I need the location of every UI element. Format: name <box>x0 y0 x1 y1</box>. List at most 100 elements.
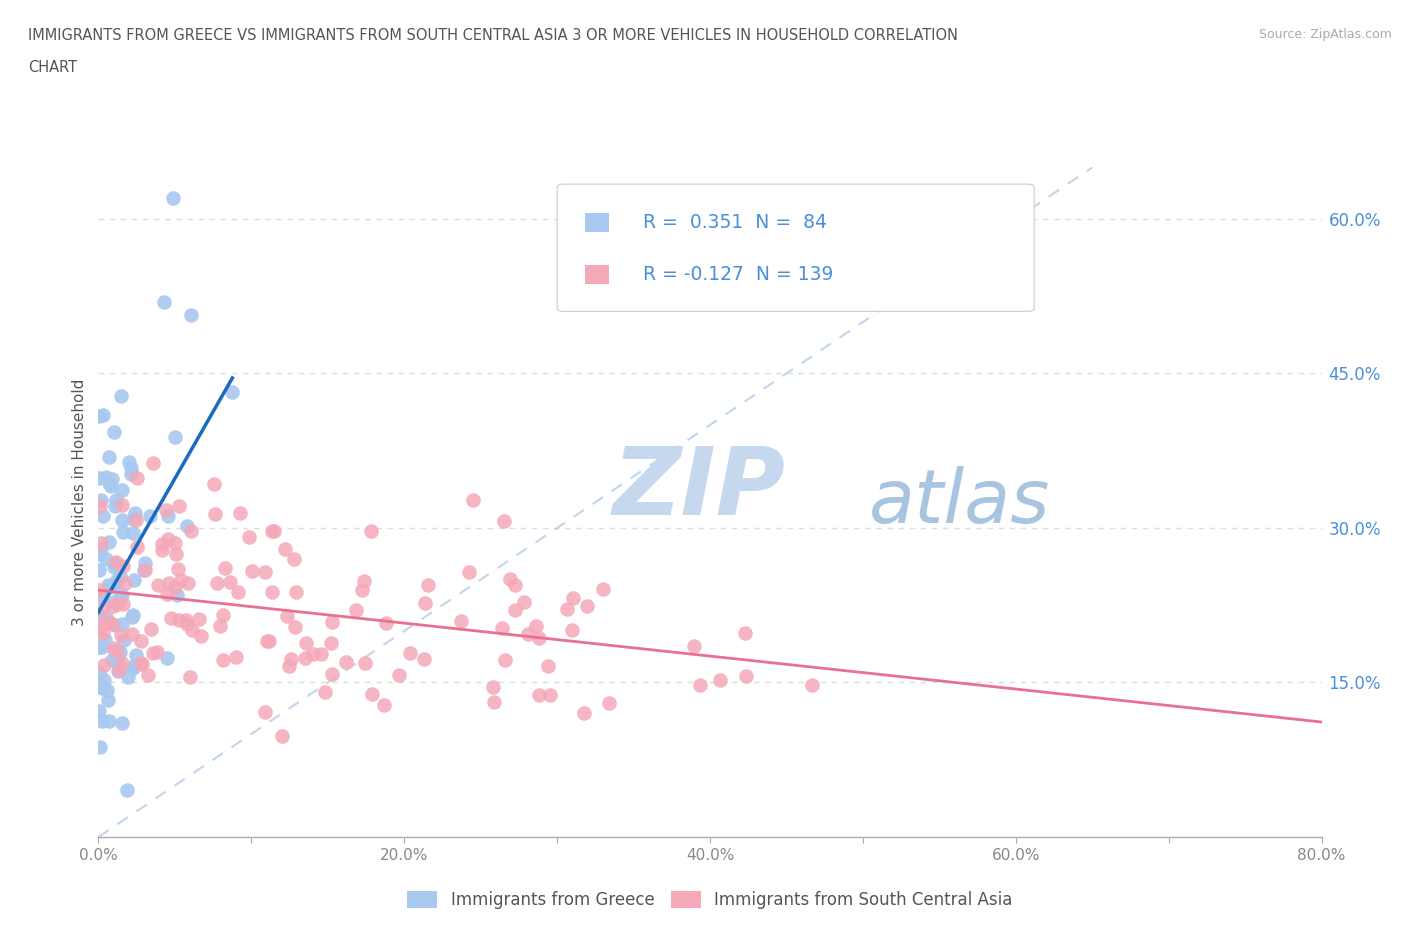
Point <box>157 508 180 523</box>
Point <box>122 660 145 675</box>
Point <box>87 665 110 680</box>
Point <box>111 512 134 527</box>
Point <box>87 704 110 719</box>
Point <box>156 531 179 546</box>
Point <box>527 687 550 702</box>
Point <box>146 578 169 592</box>
Point <box>111 715 134 730</box>
Text: atlas: atlas <box>869 466 1050 538</box>
Point <box>160 610 183 625</box>
Point <box>108 644 131 659</box>
Point <box>309 646 332 661</box>
Point <box>93 673 115 688</box>
Text: CHART: CHART <box>28 60 77 75</box>
Point <box>132 563 155 578</box>
Point <box>176 616 198 631</box>
Point <box>538 688 561 703</box>
Point <box>283 551 305 566</box>
Point <box>91 640 114 655</box>
Point <box>512 594 534 609</box>
Bar <box>585 265 609 284</box>
Point <box>134 556 156 571</box>
Point <box>125 539 148 554</box>
Point <box>176 519 198 534</box>
Point <box>122 512 145 526</box>
Point <box>205 576 228 591</box>
Point <box>284 619 307 634</box>
Text: R =  0.351  N =  84: R = 0.351 N = 84 <box>643 213 827 232</box>
Point <box>87 621 110 636</box>
Point <box>90 536 112 551</box>
Point <box>301 647 323 662</box>
Point <box>271 728 294 743</box>
Point <box>179 670 201 684</box>
Point <box>263 524 285 538</box>
Y-axis label: 3 or more Vehicles in Household: 3 or more Vehicles in Household <box>72 379 87 626</box>
Point <box>105 651 128 666</box>
Point <box>561 622 583 637</box>
Point <box>575 599 598 614</box>
Point <box>221 385 243 400</box>
Point <box>360 523 382 538</box>
Point <box>120 460 142 475</box>
Point <box>572 706 595 721</box>
Point <box>97 578 120 592</box>
Point <box>107 644 129 658</box>
Point <box>101 652 124 667</box>
Point <box>537 659 560 674</box>
Point <box>276 609 298 624</box>
Point <box>124 658 146 673</box>
Point <box>107 664 129 679</box>
Point <box>503 603 526 618</box>
Point <box>280 652 302 667</box>
Point <box>344 603 367 618</box>
Point <box>104 618 127 632</box>
Point <box>131 657 153 671</box>
Point <box>112 632 135 647</box>
Point <box>555 601 578 616</box>
Point <box>212 607 235 622</box>
Point <box>174 613 197 628</box>
Point <box>165 547 187 562</box>
Point <box>97 615 120 630</box>
Point <box>262 524 284 538</box>
Point <box>350 582 373 597</box>
Point <box>375 616 398 631</box>
Point <box>103 424 125 439</box>
Point <box>319 635 342 650</box>
Point <box>145 644 167 659</box>
Point <box>499 571 522 586</box>
Point <box>117 670 139 684</box>
Point <box>103 559 125 574</box>
Point <box>98 579 121 594</box>
Point <box>162 191 184 206</box>
Point <box>105 492 128 507</box>
Point <box>491 620 513 635</box>
Point <box>94 633 117 648</box>
Point <box>527 631 550 645</box>
Point <box>238 530 260 545</box>
Point <box>314 684 336 699</box>
Point <box>413 595 436 610</box>
FancyBboxPatch shape <box>557 184 1035 312</box>
Point <box>166 588 188 603</box>
Point <box>87 607 110 622</box>
Point <box>169 612 191 627</box>
Text: ZIP: ZIP <box>612 443 785 535</box>
Point <box>503 578 526 592</box>
Point <box>100 479 122 494</box>
Point <box>388 668 411 683</box>
Point <box>139 621 162 636</box>
Point <box>709 672 731 687</box>
Point <box>98 713 121 728</box>
Point <box>89 408 111 423</box>
Point <box>111 655 134 670</box>
Point <box>484 695 506 710</box>
Point <box>524 618 547 633</box>
Point <box>170 572 193 587</box>
Point <box>229 505 252 520</box>
Point <box>121 609 143 624</box>
Point <box>204 507 226 522</box>
Point <box>353 574 375 589</box>
Point <box>321 614 343 629</box>
